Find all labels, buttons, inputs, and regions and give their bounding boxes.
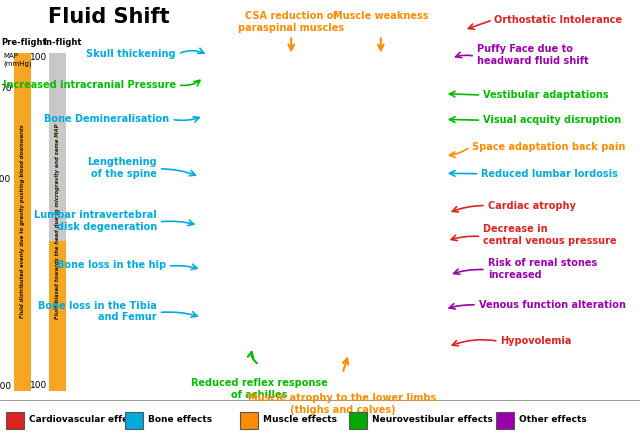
FancyBboxPatch shape [349, 412, 367, 429]
Text: Reduced reflex response
of achilles: Reduced reflex response of achilles [191, 378, 328, 400]
Text: Fluid Shift: Fluid Shift [48, 7, 170, 27]
Text: Cardiovascular effects: Cardiovascular effects [29, 415, 144, 424]
Text: Muscle atrophy to the lower limbs
(thighs and calves): Muscle atrophy to the lower limbs (thigh… [248, 393, 436, 415]
Text: Puffy Face due to
headward fluid shift: Puffy Face due to headward fluid shift [477, 45, 588, 66]
Text: Cardiac atrophy: Cardiac atrophy [488, 201, 575, 210]
FancyBboxPatch shape [6, 412, 24, 429]
Text: Bone Demineralisation: Bone Demineralisation [44, 114, 170, 124]
FancyBboxPatch shape [496, 412, 514, 429]
Text: Risk of renal stones
increased: Risk of renal stones increased [488, 258, 597, 279]
Text: Reduced lumbar lordosis: Reduced lumbar lordosis [481, 169, 618, 179]
Text: Pre-flight: Pre-flight [1, 38, 47, 46]
Text: Lumbar intravertebral
disk degeneration: Lumbar intravertebral disk degeneration [34, 210, 157, 232]
Text: Bone loss in the Tibia
and Femur: Bone loss in the Tibia and Femur [38, 301, 157, 322]
Text: Fluid distributed evenly due to gravity pushing blood downwards: Fluid distributed evenly due to gravity … [20, 124, 25, 318]
FancyBboxPatch shape [240, 412, 258, 429]
FancyBboxPatch shape [14, 53, 31, 391]
Text: CSA reduction of
paraspinal muscles: CSA reduction of paraspinal muscles [238, 11, 344, 33]
Text: Fluid biased towards the head due to microgravity and same MAP: Fluid biased towards the head due to mic… [55, 123, 60, 319]
Text: Increased intracranial Pressure: Increased intracranial Pressure [3, 80, 176, 90]
Text: Space adaptation back pain: Space adaptation back pain [472, 142, 626, 152]
FancyBboxPatch shape [125, 412, 143, 429]
Text: Visual acquity disruption: Visual acquity disruption [483, 115, 621, 125]
FancyBboxPatch shape [49, 241, 66, 391]
Text: Decrease in
central venous pressure: Decrease in central venous pressure [483, 225, 617, 246]
Text: Muscle effects: Muscle effects [263, 415, 337, 424]
Text: 100: 100 [30, 381, 47, 390]
Text: 70: 70 [0, 84, 12, 93]
Text: Neurovestibular effects: Neurovestibular effects [372, 415, 493, 424]
Text: Bone effects: Bone effects [148, 415, 212, 424]
Text: Muscle weakness: Muscle weakness [333, 11, 429, 21]
Text: Lengthening
of the spine: Lengthening of the spine [87, 157, 157, 179]
Text: In-flight: In-flight [44, 38, 82, 46]
Text: 100: 100 [30, 53, 47, 62]
Text: MAP
(mmHg): MAP (mmHg) [4, 53, 33, 67]
Text: Hypovolemia: Hypovolemia [500, 336, 572, 346]
Text: Other effects: Other effects [519, 415, 587, 424]
Text: Bone loss in the hip: Bone loss in the hip [57, 260, 166, 270]
FancyBboxPatch shape [49, 53, 66, 241]
Text: Venous function alteration: Venous function alteration [479, 300, 625, 310]
Text: 100: 100 [0, 175, 12, 183]
Text: Vestibular adaptations: Vestibular adaptations [483, 90, 609, 100]
Text: 200: 200 [0, 382, 12, 391]
Text: Skull thickening: Skull thickening [86, 49, 176, 59]
Text: Orthostatic Intolerance: Orthostatic Intolerance [494, 15, 622, 25]
